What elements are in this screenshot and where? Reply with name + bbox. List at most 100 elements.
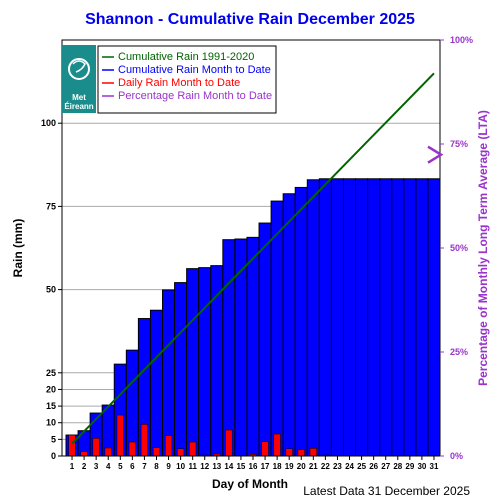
x-tick-label-15: 15 <box>236 462 245 471</box>
x-tick-label-4: 4 <box>106 462 111 471</box>
x-tick-label-5: 5 <box>118 462 123 471</box>
secondary-y-axis-label: Percentage of Monthly Long Term Average … <box>476 110 490 386</box>
cumulative-bar-day-19 <box>282 193 296 457</box>
y2-tick-label-75%: 75% <box>450 139 468 149</box>
legend-label-0: Cumulative Rain 1991-2020 <box>118 51 254 63</box>
cumulative-bar-day-30 <box>415 178 429 457</box>
x-tick-label-10: 10 <box>176 462 185 471</box>
daily-bar-day-20 <box>297 449 305 457</box>
x-tick-label-28: 28 <box>393 462 402 471</box>
legend-label-1: Cumulative Rain Month to Date <box>118 64 271 76</box>
cumulative-bar-day-11 <box>186 268 200 457</box>
x-tick-label-25: 25 <box>357 462 366 471</box>
y-axis-label: Rain (mm) <box>11 219 25 278</box>
y-tick-label-25: 25 <box>46 368 56 378</box>
cumulative-bar-day-22 <box>318 178 332 457</box>
cumulative-bar-day-6 <box>125 349 139 457</box>
daily-bar-day-14 <box>225 429 233 457</box>
x-tick-label-21: 21 <box>309 462 318 471</box>
x-axis-label: Day of Month <box>212 477 288 491</box>
secondary-y-axis: 0% 25% 50% 75% 100% <box>440 35 473 461</box>
daily-bar-day-10 <box>177 448 185 457</box>
x-tick-label-9: 9 <box>166 462 171 471</box>
x-tick-label-6: 6 <box>130 462 135 471</box>
cumulative-bar-day-24 <box>342 178 357 457</box>
x-tick-label-23: 23 <box>333 462 342 471</box>
cumulative-bar-day-23 <box>330 178 344 457</box>
daily-bar-day-6 <box>128 441 136 457</box>
y-tick-label-15: 15 <box>46 401 56 411</box>
daily-bar-day-7 <box>140 424 148 457</box>
x-tick-label-22: 22 <box>321 462 330 471</box>
x-tick-label-3: 3 <box>94 462 99 471</box>
chart-title: Shannon - Cumulative Rain December 2025 <box>85 11 415 28</box>
daily-bar-day-19 <box>285 448 293 457</box>
legend-label-2: Daily Rain Month to Date <box>118 77 240 89</box>
y2-tick-label-50%: 50% <box>450 243 468 253</box>
y2-tick-label-25%: 25% <box>450 347 468 357</box>
x-tick-label-13: 13 <box>212 462 221 471</box>
met-eireann-logo: Met Éireann <box>62 45 96 113</box>
x-tick-label-8: 8 <box>154 462 159 471</box>
latest-data-footer: Latest Data 31 December 2025 <box>303 484 470 498</box>
x-tick-label-7: 7 <box>142 462 147 471</box>
y-tick-label-50: 50 <box>46 285 56 295</box>
x-tick-label-1: 1 <box>70 462 75 471</box>
y2-tick-label-100%: 100% <box>450 35 473 45</box>
cumulative-bar-day-10 <box>174 282 188 457</box>
cumulative-bar-day-31 <box>427 178 441 457</box>
daily-bar-day-8 <box>152 447 161 457</box>
daily-bar-day-5 <box>116 414 124 457</box>
cumulative-bar-day-29 <box>403 178 417 457</box>
daily-bars <box>68 414 329 457</box>
x-tick-label-27: 27 <box>381 462 390 471</box>
logo-text-eireann: Éireann <box>64 102 93 111</box>
x-tick-label-14: 14 <box>224 462 233 471</box>
daily-bar-day-18 <box>273 433 281 457</box>
y-tick-label-20: 20 <box>46 384 56 394</box>
cumulative-bar-day-16 <box>246 236 260 457</box>
x-tick-label-16: 16 <box>249 462 258 471</box>
x-tick-label-11: 11 <box>188 462 197 471</box>
x-tick-label-18: 18 <box>273 462 282 471</box>
x-tick-label-24: 24 <box>345 462 354 471</box>
cumulative-bar-day-20 <box>294 186 308 457</box>
cumulative-bar-day-25 <box>355 178 369 457</box>
cumulative-bars <box>65 178 441 457</box>
daily-bar-day-9 <box>164 435 173 457</box>
lta-line <box>71 72 435 445</box>
cumulative-bar-day-14 <box>222 239 236 457</box>
logo-text-met: Met <box>72 93 86 102</box>
y-tick-label-100: 100 <box>41 118 56 128</box>
x-tick-label-20: 20 <box>297 462 306 471</box>
x-tick-label-19: 19 <box>285 462 294 471</box>
x-tick-label-2: 2 <box>82 462 87 471</box>
x-tick-label-29: 29 <box>405 462 414 471</box>
y-tick-label-0: 0 <box>51 451 56 461</box>
logo-swirl-icon <box>68 58 90 80</box>
cumulative-bar-day-9 <box>162 289 176 457</box>
legend-label-3: Percentage Rain Month to Date <box>118 90 272 102</box>
x-tick-label-26: 26 <box>369 462 378 471</box>
x-tick-label-30: 30 <box>417 462 426 471</box>
cumulative-bar-day-21 <box>306 179 320 457</box>
daily-bar-day-4 <box>104 447 112 457</box>
x-axis: 1 2 3 4 5 6 7 8 9 10 11 12 13 14 15 16 17 18 19 20 21 22 23 24 2… <box>70 456 439 471</box>
daily-bar-day-3 <box>92 438 100 457</box>
daily-bar-day-1 <box>68 434 76 457</box>
y-tick-label-10: 10 <box>46 418 56 428</box>
cumulative-bar-day-27 <box>379 178 393 457</box>
x-tick-label-17: 17 <box>261 462 270 471</box>
daily-bar-day-21 <box>309 448 317 457</box>
cumulative-bar-day-26 <box>367 178 381 457</box>
cumulative-bar-day-28 <box>391 178 405 457</box>
percentage-marker-layer <box>427 145 444 164</box>
x-tick-label-12: 12 <box>200 462 209 471</box>
daily-bar-day-17 <box>261 441 269 457</box>
lta-line-layer <box>71 72 435 445</box>
cumulative-bar-day-12 <box>198 267 212 457</box>
x-tick-label-31: 31 <box>430 462 439 471</box>
daily-bar-day-2 <box>80 451 88 457</box>
cumulative-bar-day-8 <box>149 309 164 457</box>
